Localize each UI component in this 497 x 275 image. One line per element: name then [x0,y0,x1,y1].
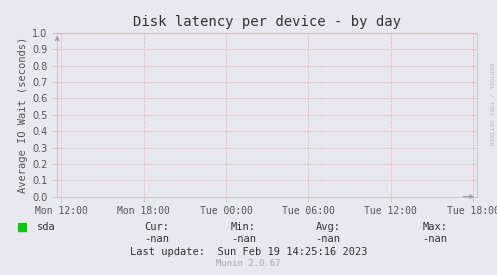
Text: Avg:: Avg: [316,222,340,232]
Text: -nan: -nan [231,234,256,244]
Text: Max:: Max: [422,222,447,232]
Text: -nan: -nan [422,234,447,244]
Text: -nan: -nan [316,234,340,244]
Text: sda: sda [37,222,56,232]
Text: Last update:  Sun Feb 19 14:25:16 2023: Last update: Sun Feb 19 14:25:16 2023 [130,248,367,257]
Text: Munin 2.0.67: Munin 2.0.67 [216,260,281,268]
Text: ■: ■ [17,220,28,233]
Text: Cur:: Cur: [144,222,169,232]
Y-axis label: Average IO Wait (seconds): Average IO Wait (seconds) [18,37,28,193]
Text: Min:: Min: [231,222,256,232]
Title: Disk latency per device - by day: Disk latency per device - by day [133,15,401,29]
Text: -nan: -nan [144,234,169,244]
Text: RRDTOOL / TOBI OETIKER: RRDTOOL / TOBI OETIKER [489,63,494,146]
